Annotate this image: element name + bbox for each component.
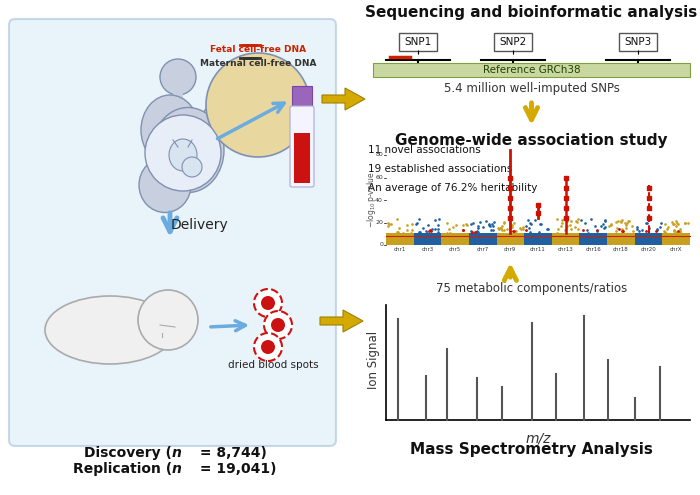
Text: $-\log_{10}$p-value: $-\log_{10}$p-value [365, 172, 377, 228]
Bar [469, 233, 496, 245]
Circle shape [261, 340, 275, 354]
Text: SNP3: SNP3 [624, 37, 652, 47]
Text: chr20: chr20 [640, 247, 657, 252]
Text: chr9: chr9 [504, 247, 517, 252]
Text: chr1: chr1 [393, 247, 406, 252]
Text: Genome-wide association study: Genome-wide association study [395, 133, 668, 148]
Text: 5.4 million well-imputed SNPs: 5.4 million well-imputed SNPs [444, 82, 620, 95]
Bar [552, 233, 580, 245]
Circle shape [271, 318, 285, 332]
Circle shape [160, 59, 196, 95]
Text: SNP2: SNP2 [499, 37, 526, 47]
Text: 0: 0 [379, 243, 383, 248]
Circle shape [145, 115, 221, 191]
Text: chrX: chrX [670, 247, 682, 252]
Text: An average of 76.2% heritability: An average of 76.2% heritability [368, 183, 538, 193]
FancyBboxPatch shape [252, 100, 272, 113]
Text: Ion Signal: Ion Signal [367, 331, 379, 389]
Text: chr18: chr18 [613, 247, 629, 252]
Text: 40: 40 [375, 198, 383, 202]
Bar [292, 86, 312, 108]
Text: n: n [172, 462, 182, 476]
Text: m/z: m/z [525, 432, 551, 446]
Polygon shape [320, 310, 363, 332]
FancyBboxPatch shape [262, 111, 281, 123]
Text: = 19,041): = 19,041) [195, 462, 276, 476]
Bar [173, 89, 183, 99]
Ellipse shape [45, 296, 175, 364]
Text: Discovery (: Discovery ( [84, 446, 172, 460]
Circle shape [138, 290, 198, 350]
Circle shape [254, 289, 282, 317]
Circle shape [182, 157, 202, 177]
FancyBboxPatch shape [268, 137, 288, 149]
Text: n: n [172, 446, 182, 460]
Text: 75 metabolic components/ratios: 75 metabolic components/ratios [436, 282, 627, 295]
Text: SNP1: SNP1 [405, 37, 432, 47]
FancyBboxPatch shape [248, 117, 267, 129]
Text: 20: 20 [375, 220, 383, 225]
Text: 60: 60 [375, 175, 383, 180]
FancyBboxPatch shape [619, 33, 657, 51]
Text: dried blood spots: dried blood spots [228, 360, 318, 370]
Bar [373, 63, 690, 77]
Bar [635, 233, 662, 245]
Bar [414, 233, 441, 245]
FancyBboxPatch shape [232, 81, 252, 93]
Text: Delivery: Delivery [171, 218, 229, 232]
Circle shape [254, 333, 282, 361]
Bar [662, 233, 690, 245]
Ellipse shape [141, 95, 199, 165]
Circle shape [206, 53, 310, 157]
Text: Replication (: Replication ( [73, 462, 172, 476]
FancyBboxPatch shape [399, 33, 437, 51]
FancyBboxPatch shape [9, 19, 336, 446]
Text: = 8,744): = 8,744) [195, 446, 267, 460]
Bar [496, 233, 524, 245]
Text: 19 established associations: 19 established associations [368, 164, 512, 174]
Text: chr11: chr11 [530, 247, 546, 252]
FancyBboxPatch shape [258, 127, 278, 139]
Text: chr13: chr13 [558, 247, 573, 252]
Ellipse shape [190, 96, 230, 154]
Text: 11 novel associations: 11 novel associations [368, 145, 481, 155]
Polygon shape [322, 88, 365, 110]
Text: chr3: chr3 [421, 247, 433, 252]
Ellipse shape [169, 139, 197, 171]
Bar [607, 233, 635, 245]
Text: chr5: chr5 [449, 247, 461, 252]
Text: Sequencing and bioinformatic analysis: Sequencing and bioinformatic analysis [365, 5, 698, 20]
Text: Maternal cell-free DNA: Maternal cell-free DNA [199, 58, 316, 67]
Bar [386, 233, 414, 245]
FancyBboxPatch shape [290, 106, 314, 187]
Bar [441, 233, 469, 245]
Circle shape [261, 296, 275, 310]
Circle shape [264, 311, 292, 339]
FancyBboxPatch shape [238, 107, 258, 119]
Bar [580, 233, 607, 245]
Ellipse shape [152, 107, 224, 193]
Text: Reference GRCh38: Reference GRCh38 [483, 65, 580, 75]
Text: 80: 80 [375, 152, 383, 157]
Text: chr16: chr16 [585, 247, 601, 252]
Text: Mass Spectrometry Analysis: Mass Spectrometry Analysis [410, 442, 653, 457]
Bar [524, 233, 552, 245]
FancyBboxPatch shape [242, 91, 262, 103]
FancyBboxPatch shape [494, 33, 532, 51]
Text: chr7: chr7 [477, 247, 489, 252]
Text: Fetal cell-free DNA: Fetal cell-free DNA [210, 46, 306, 54]
Ellipse shape [139, 157, 191, 212]
Bar [294, 133, 310, 183]
